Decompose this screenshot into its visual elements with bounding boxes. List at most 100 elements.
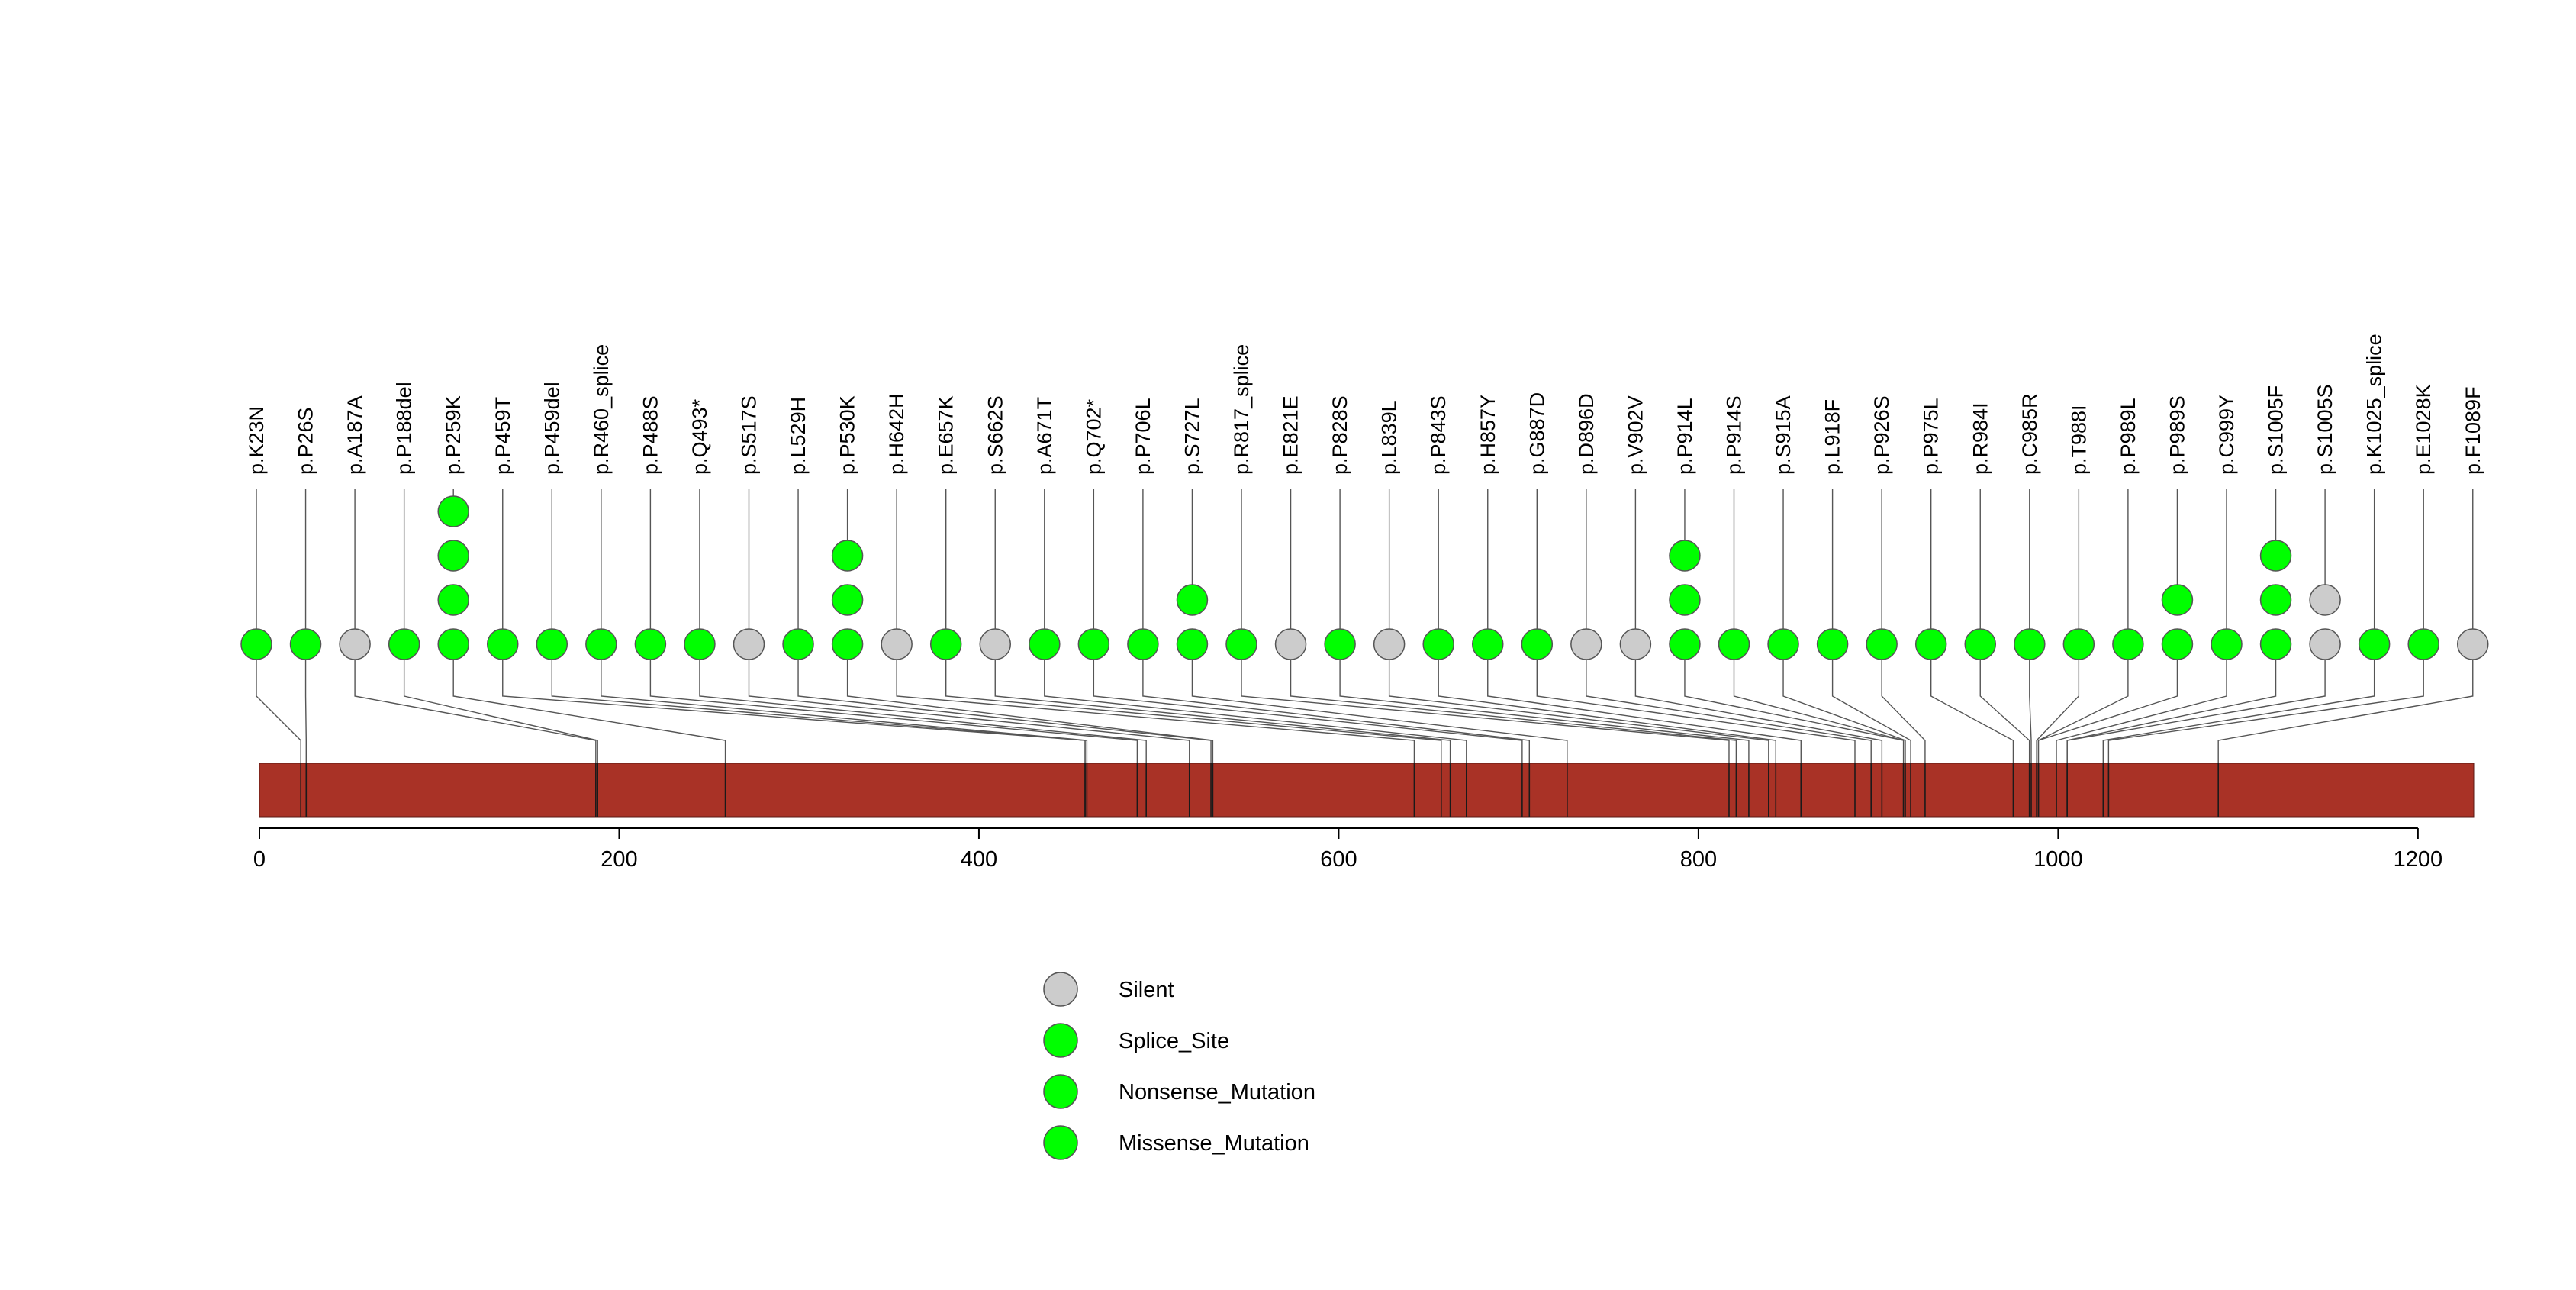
mutation-2-connector: [354, 660, 597, 763]
mutation-30-connector: [1733, 660, 1905, 763]
mutation-15-point-0: [979, 628, 1011, 660]
mutation-33-label: p.P926S: [1870, 395, 1893, 475]
mutation-14-label: p.E657K: [935, 395, 958, 475]
mutation-31-label: p.S915A: [1772, 395, 1795, 475]
mutation-45-point-0: [2457, 628, 2489, 660]
mutation-17-point-0: [1077, 628, 1110, 660]
mutation-44-connector: [2107, 660, 2424, 763]
mutation-43-connector: [2102, 660, 2375, 763]
mutation-26-connector: [1536, 660, 1856, 763]
x-tick-label-3: 600: [1320, 847, 1357, 872]
mutation-4-point-0: [437, 628, 469, 660]
legend-label-splice-site: Splice_Site: [1119, 1029, 1229, 1053]
mutation-11-connector: [797, 660, 1212, 763]
mutation-29-point-2: [1669, 540, 1701, 572]
mutation-39-connector: [2037, 660, 2178, 763]
mutation-42-point-1: [2309, 584, 2341, 616]
mutation-7-connector: [601, 660, 1088, 763]
mutation-4-point-1: [437, 584, 469, 616]
legend-swatch-silent: [1043, 972, 1078, 1007]
legend-swatch-nonsense-mutation: [1043, 1074, 1078, 1109]
protein-bar: [259, 763, 2475, 818]
mutation-10-label: p.S517S: [738, 395, 761, 475]
x-tick-label-5: 1000: [2033, 847, 2083, 872]
mutation-14-point-0: [929, 628, 962, 660]
mutation-0-label: p.K23N: [245, 406, 268, 475]
mutation-28-label: p.V902V: [1624, 395, 1647, 475]
connector-lines: [256, 660, 2474, 763]
mutation-20-point-0: [1225, 628, 1257, 660]
mutation-17-connector: [1093, 660, 1523, 763]
mutation-44-point-0: [2407, 628, 2439, 660]
mutation-labels: p.K23N p.P26S p.A187A p.P188del p.P259K p.P45…: [245, 334, 2484, 475]
mutation-26-label: p.G887D: [1525, 392, 1548, 475]
mutation-11-label: p.L529H: [787, 397, 810, 475]
mutation-36-label: p.C985R: [2018, 393, 2041, 475]
mutation-22-connector: [1339, 660, 1750, 763]
mutation-1-point-0: [289, 628, 322, 660]
x-tick-label-0: 0: [253, 847, 266, 872]
mutation-13-label: p.H642H: [885, 393, 908, 475]
mutation-18-connector: [1142, 660, 1531, 763]
mutation-28-point-0: [1619, 628, 1652, 660]
mutation-position-marks: [300, 763, 2219, 817]
mutation-0-connector: [256, 660, 301, 763]
x-tick-label-4: 800: [1680, 847, 1717, 872]
mutation-12-point-1: [831, 584, 864, 616]
mutation-19-point-1: [1176, 584, 1209, 616]
mutation-8-point-0: [634, 628, 667, 660]
mutation-43-label: p.K1025_splice: [2363, 334, 2386, 475]
mutation-31-connector: [1782, 660, 1906, 763]
mutation-7-label: p.R460_splice: [590, 344, 613, 475]
mutation-32-label: p.L918F: [1821, 399, 1844, 475]
mutation-35-connector: [1979, 660, 2030, 763]
mutation-40-point-0: [2211, 628, 2243, 660]
legend-swatch-splice-site: [1043, 1023, 1078, 1058]
mutation-34-label: p.P975L: [1920, 398, 1943, 475]
mutation-10-point-0: [733, 628, 765, 660]
mutation-30-point-0: [1718, 628, 1750, 660]
mutation-4-point-2: [437, 540, 469, 572]
mutation-31-point-0: [1767, 628, 1799, 660]
mutation-38-label: p.P989L: [2117, 398, 2140, 475]
mutation-29-label: p.P914L: [1673, 398, 1696, 475]
mutation-6-label: p.P459del: [540, 382, 563, 475]
mutation-4-point-3: [437, 495, 469, 527]
mutation-39-point-1: [2161, 584, 2194, 616]
mutation-6-connector: [551, 660, 1086, 763]
mutation-0-point-0: [240, 628, 272, 660]
mutation-8-connector: [649, 660, 1138, 763]
mutation-3-label: p.P188del: [393, 382, 416, 475]
mutation-33-point-0: [1866, 628, 1898, 660]
mutation-15-connector: [994, 660, 1451, 763]
mutation-15-label: p.S662S: [984, 395, 1006, 475]
mutation-5-point-0: [487, 628, 519, 660]
mutation-17-label: p.Q702*: [1082, 398, 1105, 475]
mutation-12-connector: [846, 660, 1214, 763]
mutation-42-label: p.S1005S: [2314, 384, 2336, 475]
mutation-4-connector: [452, 660, 726, 763]
mutation-36-point-0: [2014, 628, 2046, 660]
mutation-9-label: p.Q493*: [688, 398, 711, 475]
mutation-18-label: p.P706L: [1132, 398, 1154, 475]
mutation-12-point-0: [831, 628, 864, 660]
mutation-22-point-0: [1324, 628, 1356, 660]
mutation-21-label: p.E821E: [1280, 395, 1302, 475]
mutation-41-point-2: [2259, 540, 2292, 572]
mutation-33-connector: [1881, 660, 1926, 763]
mutation-25-label: p.H857Y: [1476, 395, 1499, 475]
mutation-9-point-0: [684, 628, 716, 660]
mutation-12-label: p.P530K: [836, 395, 859, 475]
mutation-37-connector: [2036, 660, 2080, 763]
legend-label-nonsense-mutation: Nonsense_Mutation: [1119, 1080, 1315, 1105]
mutation-42-point-0: [2309, 628, 2341, 660]
mutation-21-point-0: [1274, 628, 1307, 660]
mutation-13-point-0: [881, 628, 913, 660]
mutation-27-point-0: [1570, 628, 1602, 660]
legend: Silent Splice_Site Nonsense_Mutation Missen…: [1043, 972, 1315, 1160]
legend-label-silent: Silent: [1119, 978, 1174, 1002]
mutation-22-label: p.P828S: [1328, 395, 1351, 475]
mutation-34-point-0: [1914, 628, 1947, 660]
mutation-25-point-0: [1472, 628, 1504, 660]
mutation-12-point-2: [831, 540, 864, 572]
